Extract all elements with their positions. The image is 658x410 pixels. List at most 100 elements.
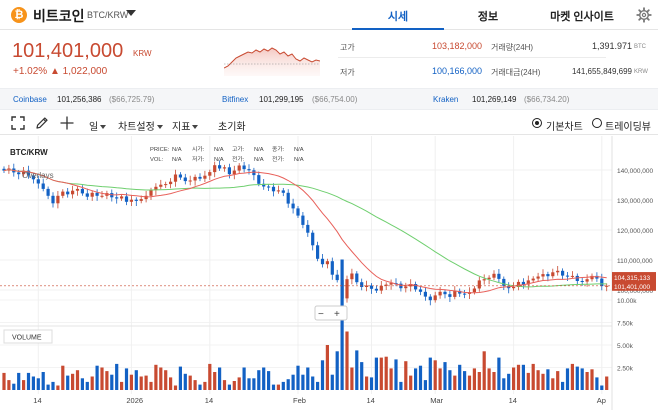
exchange-bitfinex-name[interactable]: Bitfinex [222, 95, 249, 104]
ohlc-field-value: N/A [294, 147, 304, 153]
top-header: ₿ 비트코인 BTC/KRW 시세 정보 마켓 인사이트 [0, 0, 658, 30]
pencil-icon[interactable] [34, 115, 50, 131]
chevron-down-icon [100, 125, 107, 130]
volume-bar [51, 381, 55, 390]
candle-body [335, 274, 339, 281]
volume-bar [232, 381, 236, 390]
exchange-coinbase-name[interactable]: Coinbase [13, 95, 47, 104]
candle-body [75, 188, 80, 191]
coin-pair[interactable]: BTC/KRW [87, 10, 129, 20]
volume-bar [222, 380, 227, 390]
candle-body [71, 190, 75, 195]
tradingview-radio[interactable] [592, 118, 602, 128]
volume-value: 1,391.971 [591, 41, 632, 51]
candle-body [232, 170, 236, 175]
volume-bar [227, 384, 231, 390]
volume-bar [502, 378, 506, 390]
candle-body [188, 180, 192, 182]
volume-bar [41, 372, 45, 390]
volume-bar [477, 372, 481, 390]
interval-label: 일 [89, 122, 99, 133]
volume-pane-label: VOLUME [12, 335, 42, 342]
volume-bar [7, 380, 11, 390]
candle-body [453, 290, 457, 297]
volume-bar [61, 365, 65, 390]
fullscreen-icon[interactable] [10, 115, 26, 131]
ohlc-field-value: N/A [172, 147, 182, 153]
price-tick-label: 100,000,000 [617, 288, 654, 295]
volume-bars [2, 259, 609, 390]
overlays-label[interactable]: Overlays [22, 171, 54, 180]
candle-body [463, 293, 467, 295]
coin-name[interactable]: 비트코인 [33, 8, 85, 24]
interval-select[interactable]: 일 [89, 118, 107, 133]
candle-body [149, 190, 153, 196]
candle-body [340, 280, 344, 299]
volume-bar [433, 360, 437, 390]
candle-body [487, 277, 491, 280]
candle-body [134, 199, 138, 201]
volume-bar [271, 384, 276, 390]
trade-value-unit: KRW [634, 69, 648, 75]
time-tick-label: 14 [509, 396, 517, 405]
volume-bar [311, 376, 315, 390]
candle-body [154, 186, 158, 191]
volume-bar [124, 368, 129, 390]
chart-settings-menu[interactable]: 차트설정 [118, 118, 163, 133]
volume-bar [159, 367, 163, 390]
volume-bar [149, 381, 153, 390]
chevron-down-icon[interactable] [126, 10, 136, 16]
candle-body [565, 275, 570, 277]
volume-bar [467, 375, 472, 390]
tab-market-insight[interactable]: 마켓 인사이트 [550, 11, 614, 23]
zoom-out-button[interactable]: − [318, 309, 324, 320]
volume-bar [281, 381, 285, 390]
candle-body [120, 196, 124, 199]
candlestick-chart[interactable]: 140,000,000 130,000,000 120,000,000 110,000… [0, 136, 658, 410]
volume-bar [237, 377, 241, 390]
indicator-menu[interactable]: 지표 [172, 118, 199, 133]
volume-bar [482, 351, 486, 390]
candle-body [301, 215, 305, 225]
volume-bar [394, 359, 398, 390]
candle-body [472, 288, 476, 293]
exchange-kraken-name[interactable]: Kraken [433, 95, 459, 104]
candle-body [252, 170, 256, 176]
candle-body [345, 279, 349, 299]
candle-body [139, 199, 143, 201]
tradingview-label[interactable]: 트레이딩뷰 [605, 122, 651, 133]
high-label: 고가 [340, 43, 355, 52]
candle-body [100, 195, 104, 197]
gear-icon[interactable] [636, 7, 652, 23]
ohlc-field-value: N/A [254, 147, 264, 153]
volume-bar [590, 369, 594, 390]
tab-market-price[interactable]: 시세 [387, 11, 409, 23]
volume-bar [546, 369, 550, 390]
tab-info[interactable]: 정보 [477, 11, 499, 23]
ohlc-field-value: N/A [294, 157, 304, 163]
low-label: 저가 [340, 68, 355, 77]
volume-bar [605, 376, 609, 390]
crosshair-icon[interactable] [59, 115, 75, 131]
candle-body [218, 165, 222, 169]
candle-body [296, 208, 300, 216]
volume-bar [350, 367, 354, 390]
zoom-in-button[interactable]: + [334, 309, 340, 320]
volume-bar [551, 378, 555, 390]
reset-button[interactable]: 초기화 [218, 122, 246, 133]
trade-value-label: 거래대금(24H) [491, 68, 541, 77]
ohlc-field-value: N/A [254, 157, 264, 163]
candle-body [61, 191, 65, 196]
trade-value: 141,655,849,699 [571, 67, 632, 76]
candle-body [56, 195, 60, 204]
volume-bar [66, 375, 70, 390]
basic-chart-label[interactable]: 기본차트 [546, 122, 583, 133]
candle-body [242, 165, 246, 170]
volume-bar [173, 385, 178, 390]
volume-bar [384, 356, 388, 390]
candle-body [26, 170, 31, 176]
volume-bar [178, 366, 182, 390]
volume-bar [218, 367, 222, 390]
basic-chart-radio[interactable] [532, 118, 542, 128]
volume-bar [100, 367, 104, 390]
